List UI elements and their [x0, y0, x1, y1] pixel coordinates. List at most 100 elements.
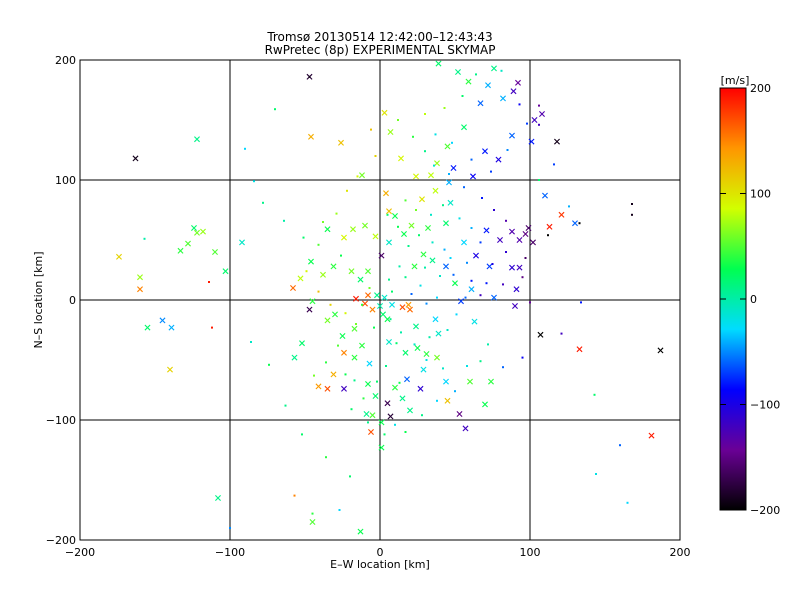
- data-point-dot: [410, 293, 413, 295]
- data-point-cross: [434, 354, 440, 361]
- data-point-cross: [477, 100, 484, 107]
- data-point-dot: [434, 133, 437, 136]
- data-point-dot: [466, 365, 468, 367]
- data-point-dot: [421, 414, 423, 417]
- data-point-cross: [417, 385, 424, 392]
- data-point-cross: [455, 69, 461, 75]
- data-point-cross: [444, 397, 451, 404]
- data-point-cross: [389, 301, 395, 308]
- data-point-cross: [446, 179, 452, 186]
- y-tick-label: 0: [69, 294, 76, 307]
- data-point-cross: [392, 384, 398, 391]
- data-point-dot: [428, 336, 431, 339]
- colorbar-tick-label: −200: [750, 504, 780, 517]
- data-point-dot: [631, 203, 633, 205]
- y-tick-label: −200: [46, 534, 76, 547]
- data-point-dot: [475, 73, 477, 76]
- data-point-cross: [398, 155, 404, 162]
- data-point-dot: [388, 278, 390, 281]
- data-point-dot: [500, 69, 503, 72]
- data-point-cross: [306, 306, 313, 313]
- data-point-dot: [346, 189, 348, 192]
- data-point-cross: [522, 231, 529, 237]
- data-point-dot: [284, 404, 287, 407]
- data-point-dot: [479, 241, 482, 244]
- data-point-dot: [325, 456, 327, 459]
- data-point-dot: [293, 494, 296, 497]
- data-point-dot: [521, 356, 524, 359]
- data-point-cross: [528, 138, 535, 145]
- data-point-cross: [365, 268, 371, 275]
- data-point-dot: [455, 313, 458, 316]
- data-point-cross: [461, 239, 467, 246]
- data-point-dot: [458, 217, 461, 220]
- data-point-cross: [380, 311, 386, 318]
- data-point-cross: [420, 366, 427, 373]
- data-point-dot: [407, 245, 410, 247]
- data-point-cross: [432, 316, 439, 323]
- data-point-dot: [521, 276, 524, 279]
- data-point-dot: [505, 251, 507, 253]
- x-tick-label: −200: [65, 546, 95, 559]
- data-point-dot: [398, 265, 401, 268]
- data-point-cross: [330, 371, 337, 378]
- data-point-cross: [491, 294, 497, 301]
- data-point-cross: [530, 239, 536, 246]
- data-point-dot: [308, 75, 311, 78]
- data-point-cross: [509, 132, 515, 139]
- data-point-dot: [424, 113, 426, 115]
- data-point-dot: [374, 155, 377, 157]
- data-point-dot: [317, 290, 320, 293]
- data-point-cross: [462, 425, 469, 432]
- data-point-cross: [362, 222, 368, 229]
- data-point-dot: [311, 512, 314, 515]
- data-point-dot: [376, 380, 378, 383]
- data-point-cross: [516, 264, 523, 271]
- data-point-dot: [461, 95, 464, 97]
- data-point-cross: [402, 349, 409, 356]
- data-point-cross: [461, 124, 467, 131]
- data-point-dot: [404, 276, 407, 279]
- data-point-dot: [449, 257, 452, 259]
- data-point-cross: [309, 298, 316, 305]
- data-markers: [116, 60, 664, 535]
- data-point-cross: [542, 192, 548, 199]
- data-point-dot: [526, 122, 528, 125]
- data-point-cross: [330, 263, 337, 270]
- data-point-cross: [222, 268, 229, 275]
- data-point-dot: [389, 318, 392, 321]
- data-point-dot: [436, 399, 438, 402]
- data-point-cross: [411, 263, 418, 270]
- data-point-dot: [349, 475, 351, 478]
- data-point-cross: [516, 237, 523, 243]
- data-point-dot: [211, 326, 213, 329]
- data-point-dot: [470, 279, 473, 282]
- data-point-dot: [412, 135, 414, 138]
- data-point-cross: [434, 160, 440, 167]
- data-point-cross: [357, 276, 364, 283]
- data-point-dot: [425, 302, 428, 305]
- data-point-dot: [344, 312, 347, 315]
- data-point-dot: [250, 341, 252, 343]
- data-point-dot: [373, 326, 375, 329]
- data-point-dot: [430, 213, 432, 216]
- data-point-dot: [404, 199, 407, 202]
- data-point-cross: [435, 330, 442, 337]
- data-point-cross: [374, 292, 380, 299]
- data-point-cross: [372, 233, 379, 240]
- data-point-cross: [363, 411, 370, 417]
- data-point-cross: [137, 274, 143, 281]
- data-point-cross: [513, 286, 520, 293]
- y-axis-ticks: −200 −100 0 100 200: [46, 54, 680, 547]
- data-point-cross: [351, 354, 358, 361]
- data-point-cross: [648, 432, 655, 439]
- data-point-cross: [386, 339, 392, 345]
- data-point-dot: [404, 431, 407, 433]
- data-point-dot: [397, 225, 399, 228]
- data-point-cross: [378, 419, 385, 426]
- data-point-cross: [405, 301, 412, 308]
- data-point-cross: [468, 286, 475, 293]
- data-point-cross: [357, 528, 364, 535]
- data-point-cross: [386, 208, 392, 215]
- data-point-dot: [361, 303, 363, 306]
